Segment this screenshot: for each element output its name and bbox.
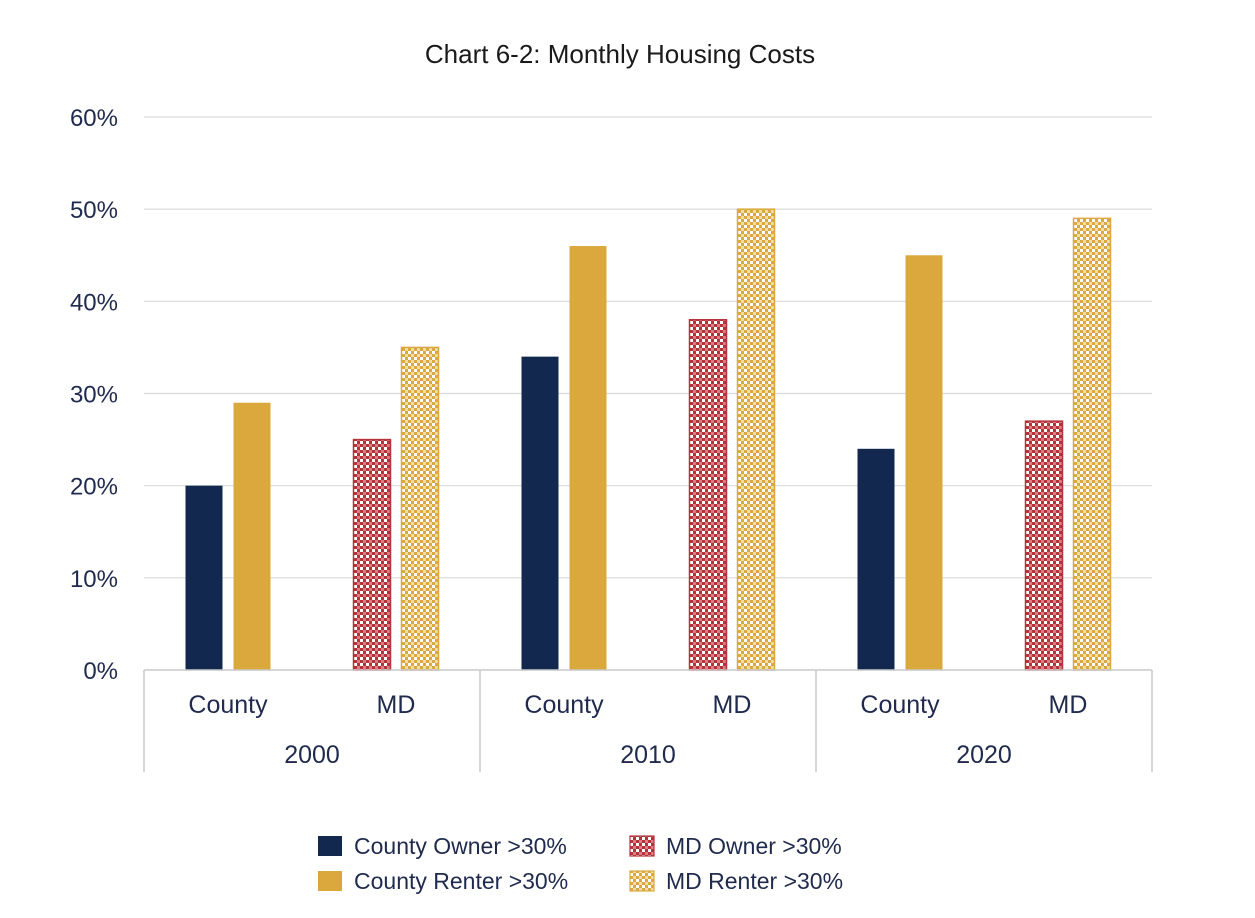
bar-2010-county-owner [521, 356, 559, 670]
y-tick-label: 40% [70, 289, 118, 316]
legend-label: MD Owner >30% [666, 833, 842, 859]
bar-2010-md-renter [736, 208, 776, 671]
legend-swatch [318, 836, 342, 856]
bar-2000-county-renter [233, 402, 271, 670]
bars [185, 208, 1112, 671]
legend-swatch [629, 835, 655, 857]
y-tick-label: 60% [70, 105, 118, 132]
legend-label: County Owner >30% [354, 833, 567, 859]
legend-label: MD Renter >30% [666, 868, 843, 894]
x-group-label: 2010 [620, 741, 676, 769]
x-category-label: County [860, 691, 940, 719]
bar-2020-county-owner [857, 448, 895, 670]
bar-2000-md-owner [352, 438, 392, 671]
bar-2020-md-owner [1024, 420, 1064, 671]
chart-title: Chart 6-2: Monthly Housing Costs [425, 39, 815, 69]
legend-swatch [318, 871, 342, 891]
y-tick-label: 10% [70, 566, 118, 593]
x-category-label: MD [377, 691, 416, 719]
y-tick-label: 50% [70, 197, 118, 224]
x-category-label: MD [1049, 691, 1088, 719]
bar-2010-county-renter [569, 246, 607, 671]
bar-2000-md-renter [400, 346, 440, 671]
legend-label: County Renter >30% [354, 868, 568, 894]
bar-2000-county-owner [185, 485, 223, 670]
y-tick-label: 30% [70, 382, 118, 409]
y-tick-label: 20% [70, 474, 118, 501]
y-tick-label: 0% [83, 658, 118, 685]
legend: County Owner >30% MD Owner >30% County Ren… [318, 833, 843, 894]
legend-swatch [629, 870, 655, 892]
gridlines [144, 116, 1152, 579]
x-category-label: MD [713, 691, 752, 719]
x-group-label: 2000 [284, 741, 340, 769]
x-axis: County MD 2000 County MD 2010 County MD 2020 [143, 669, 1153, 772]
bar-2010-md-owner [688, 319, 728, 671]
x-category-label: County [188, 691, 268, 719]
bar-2020-county-renter [905, 255, 943, 670]
x-category-label: County [524, 691, 604, 719]
y-axis-tick-labels: 0% 10% 20% 30% 40% 50% 60% [70, 105, 118, 685]
x-group-label: 2020 [956, 741, 1012, 769]
bar-2020-md-renter [1072, 217, 1112, 671]
